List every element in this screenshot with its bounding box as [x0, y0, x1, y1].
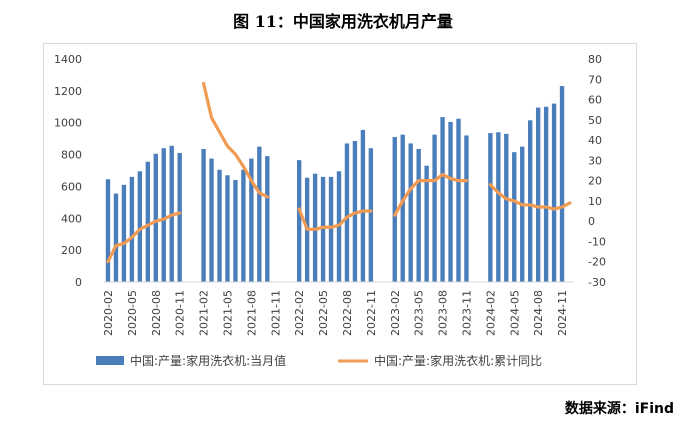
legend: 中国:产量:家用洗衣机:当月值 中国:产量:家用洗衣机:累计同比: [96, 353, 542, 368]
legend-line-label: 中国:产量:家用洗衣机:累计同比: [374, 353, 542, 368]
x-tick-label: 2022-11: [365, 290, 378, 336]
right-tick-label: 70: [588, 73, 602, 86]
bar-2024-03: [496, 132, 501, 282]
chart-title: 图 11：中国家用洗衣机月产量: [233, 12, 453, 31]
bar-2022-06: [328, 176, 334, 282]
bar-2020-04: [121, 184, 127, 282]
bar-2020-02: [105, 179, 111, 282]
bar-2021-07: [241, 169, 246, 282]
right-tick-label: 50: [588, 114, 602, 127]
bar-2024-05: [512, 152, 517, 282]
bar-2024-08: [535, 107, 541, 282]
x-tick-label: 2021-05: [221, 290, 234, 336]
bar-2021-10: [265, 156, 270, 282]
x-tick-label: 2024-05: [508, 290, 521, 336]
bar-2021-03: [209, 158, 214, 282]
bar-2023-08: [440, 117, 445, 282]
right-tick-label: 10: [588, 195, 602, 208]
x-tick-label: 2021-11: [269, 290, 282, 336]
bar-2024-06: [520, 146, 525, 282]
bar-2023-03: [400, 134, 405, 282]
bar-2023-04: [408, 143, 413, 282]
bar-2021-08: [249, 158, 254, 282]
bar-2023-06: [424, 165, 429, 282]
x-tick-label: 2020-02: [102, 290, 115, 336]
legend-bar-swatch: [96, 356, 124, 365]
bar-2020-06: [137, 171, 143, 282]
bar-2022-02: [296, 160, 302, 282]
x-tick-label: 2022-05: [317, 290, 330, 336]
bar-2024-07: [527, 120, 533, 282]
bar-2024-09: [543, 106, 549, 283]
bar-2022-11: [368, 148, 374, 282]
bar-2021-04: [217, 169, 222, 282]
bar-2023-07: [432, 134, 437, 282]
left-tick-label: 600: [61, 180, 82, 193]
bar-2021-06: [233, 180, 238, 282]
bar-2021-05: [225, 175, 230, 282]
x-tick-label: 2022-02: [293, 290, 306, 336]
bar-2021-02: [201, 148, 206, 282]
right-tick-label: 40: [588, 134, 602, 147]
left-tick-label: 200: [61, 244, 82, 257]
right-tick-label: -30: [588, 276, 606, 289]
right-tick-label: 20: [588, 175, 602, 188]
bar-series: [105, 86, 565, 283]
right-axis: -30 -20 -10 0 10 20 30 40 50 60 70 80: [588, 53, 606, 289]
bar-2023-10: [456, 118, 461, 282]
right-tick-label: -10: [588, 235, 606, 248]
line-path: [106, 81, 572, 264]
bar-2023-09: [448, 121, 453, 283]
left-tick-label: 1200: [54, 85, 82, 98]
bar-2020-11: [177, 152, 182, 282]
x-tick-label: 2024-11: [556, 290, 569, 336]
line-series: [106, 81, 572, 264]
bar-2020-05: [129, 176, 135, 282]
x-tick-label: 2024-02: [484, 290, 497, 336]
chart-source: 数据来源：iFind: [564, 401, 674, 417]
bar-2020-03: [113, 193, 119, 282]
left-axis: 0 200 400 600 800 1000 1200 1400: [54, 53, 82, 289]
x-tick-label: 2020-08: [150, 290, 163, 336]
left-tick-label: 0: [75, 276, 82, 289]
bar-2021-09: [257, 146, 262, 282]
left-tick-label: 400: [61, 212, 82, 225]
x-tick-label: 2021-08: [245, 290, 258, 336]
legend-bar-label: 中国:产量:家用洗衣机:当月值: [130, 353, 286, 368]
right-tick-label: -20: [588, 256, 606, 269]
bar-2022-05: [320, 176, 326, 282]
bar-2020-07: [145, 161, 151, 282]
bar-2023-11: [464, 135, 469, 282]
bar-2024-11: [559, 86, 565, 282]
right-tick-label: 80: [588, 53, 602, 66]
left-tick-label: 1000: [54, 117, 82, 130]
x-tick-label: 2023-08: [437, 290, 450, 336]
x-tick-label: 2023-02: [389, 290, 402, 336]
bar-2024-02: [488, 133, 493, 282]
x-tick-label: 2023-05: [413, 290, 426, 336]
left-tick-label: 800: [61, 149, 82, 162]
bar-2023-05: [416, 148, 421, 282]
right-tick-label: 60: [588, 94, 602, 107]
right-tick-label: 0: [588, 215, 595, 228]
left-tick-label: 1400: [54, 53, 82, 66]
x-tick-label: 2021-02: [198, 290, 211, 336]
bar-2022-10: [360, 129, 366, 282]
bar-2022-08: [344, 143, 350, 282]
x-axis: 2020-02 2020-05 2020-08 2020-11 2021-02 2021-…: [102, 281, 574, 336]
x-tick-label: 2020-05: [126, 290, 139, 336]
right-tick-label: 30: [588, 154, 602, 167]
bar-2020-08: [153, 153, 158, 282]
bar-2020-09: [161, 148, 166, 282]
bar-2023-02: [392, 137, 397, 282]
bar-2024-04: [504, 133, 509, 282]
x-tick-label: 2023-11: [460, 290, 473, 336]
x-tick-label: 2020-11: [174, 290, 187, 336]
bar-2024-10: [551, 103, 557, 282]
x-tick-label: 2022-08: [341, 290, 354, 336]
x-tick-label: 2024-08: [532, 290, 545, 336]
